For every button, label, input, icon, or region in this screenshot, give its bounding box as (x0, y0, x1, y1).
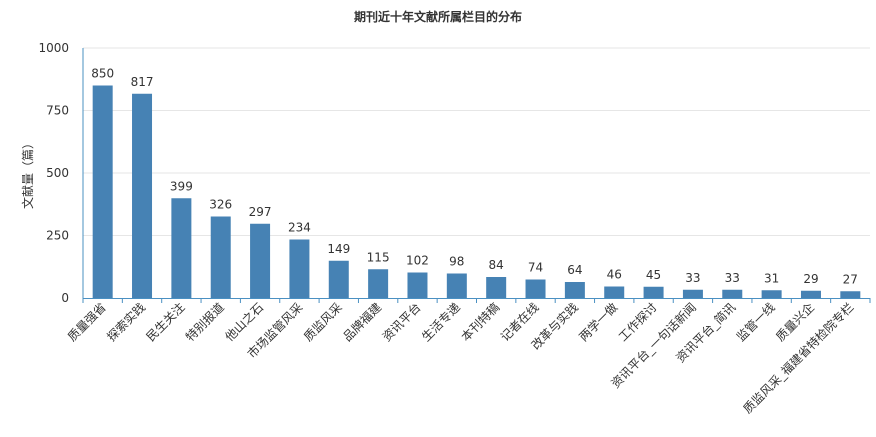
data-label: 115 (367, 250, 390, 264)
y-tick-label: 750 (46, 104, 69, 118)
y-tick-label: 1000 (38, 41, 69, 55)
data-label: 33 (725, 271, 740, 285)
x-tick-label: 监管一线 (733, 300, 778, 345)
y-tick-label: 500 (46, 166, 69, 180)
data-label: 98 (449, 255, 464, 269)
y-tick-label: 250 (46, 229, 69, 243)
bar (289, 239, 310, 298)
data-label: 45 (646, 268, 661, 282)
bars (92, 85, 861, 298)
bar (604, 286, 625, 298)
chart-title: 期刊近十年文献所属栏目的分布 (353, 10, 522, 24)
bar (368, 269, 389, 298)
x-tick-label: 本刊特稿 (458, 300, 503, 345)
bar (407, 272, 428, 298)
grid-lines (83, 47, 870, 236)
bar (446, 273, 467, 298)
data-label: 326 (209, 198, 232, 212)
bar (250, 223, 271, 298)
x-tick-label: 民生关注 (143, 300, 188, 345)
x-tick-label: 两学一做 (576, 300, 621, 345)
x-tick-label: 特别报道 (182, 300, 227, 345)
bar (132, 93, 153, 298)
bar (761, 290, 782, 298)
bar (722, 289, 743, 298)
data-label: 234 (288, 221, 311, 235)
data-label: 297 (249, 205, 272, 219)
data-label: 27 (843, 272, 858, 286)
y-axis-title: 文献量（篇） (20, 137, 35, 209)
axes (82, 48, 871, 303)
data-label: 399 (170, 179, 193, 193)
data-label: 102 (406, 254, 429, 268)
bar (564, 282, 585, 298)
bar (171, 198, 192, 298)
bar (486, 277, 507, 298)
data-label: 74 (528, 261, 543, 275)
data-label: 46 (607, 268, 622, 282)
bar (92, 85, 113, 298)
data-label: 64 (567, 263, 582, 277)
data-label: 850 (91, 67, 114, 81)
x-tick-label: 资讯平台 (379, 300, 424, 345)
bar (643, 286, 664, 298)
data-label: 29 (803, 272, 818, 286)
data-label: 33 (685, 271, 700, 285)
bar (210, 216, 231, 298)
bar (800, 290, 821, 298)
data-label: 149 (327, 242, 350, 256)
data-label: 84 (489, 258, 504, 272)
bar (525, 279, 546, 298)
data-label: 31 (764, 271, 779, 285)
x-tick-label: 品牌福建 (340, 300, 385, 345)
y-tick-label: 0 (61, 291, 69, 305)
bar (840, 291, 861, 298)
data-label: 817 (131, 75, 154, 89)
x-tick-label: 生活专递 (418, 300, 463, 345)
bar (328, 260, 349, 298)
x-tick-label: 探索实践 (104, 300, 149, 345)
x-tick-label: 质监风采 (301, 300, 345, 344)
bar (682, 289, 703, 298)
x-tick-label: 质量强省 (65, 300, 109, 344)
